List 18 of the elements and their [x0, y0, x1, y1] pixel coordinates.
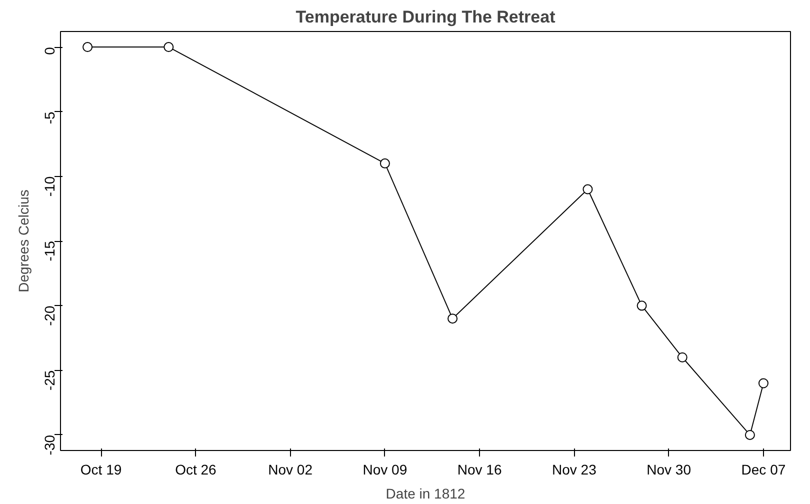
x-axis-title: Date in 1812 [386, 486, 466, 502]
x-tick-label: Oct 26 [175, 462, 217, 478]
y-tick-label: 0 [42, 46, 58, 55]
y-axis-title: Degrees Celcius [16, 190, 32, 292]
y-tick-label: -25 [42, 370, 58, 391]
y-tick-label: -20 [42, 305, 58, 326]
y-tick-label: -15 [42, 240, 58, 262]
x-tick-label: Oct 19 [80, 462, 122, 478]
y-tick-label: -30 [42, 434, 58, 456]
y-tick-label: -5 [42, 111, 58, 124]
x-tick-label: Nov 16 [457, 462, 502, 478]
x-tick-label: Nov 30 [646, 462, 692, 478]
x-tick-label: Nov 09 [362, 462, 408, 478]
x-tick-label: Nov 23 [552, 462, 597, 478]
y-tick-label: -10 [42, 176, 58, 197]
x-tick-label: Nov 02 [268, 462, 313, 478]
x-tick-label: Dec 07 [741, 462, 786, 478]
chart-title: Temperature During The Retreat [296, 8, 556, 26]
